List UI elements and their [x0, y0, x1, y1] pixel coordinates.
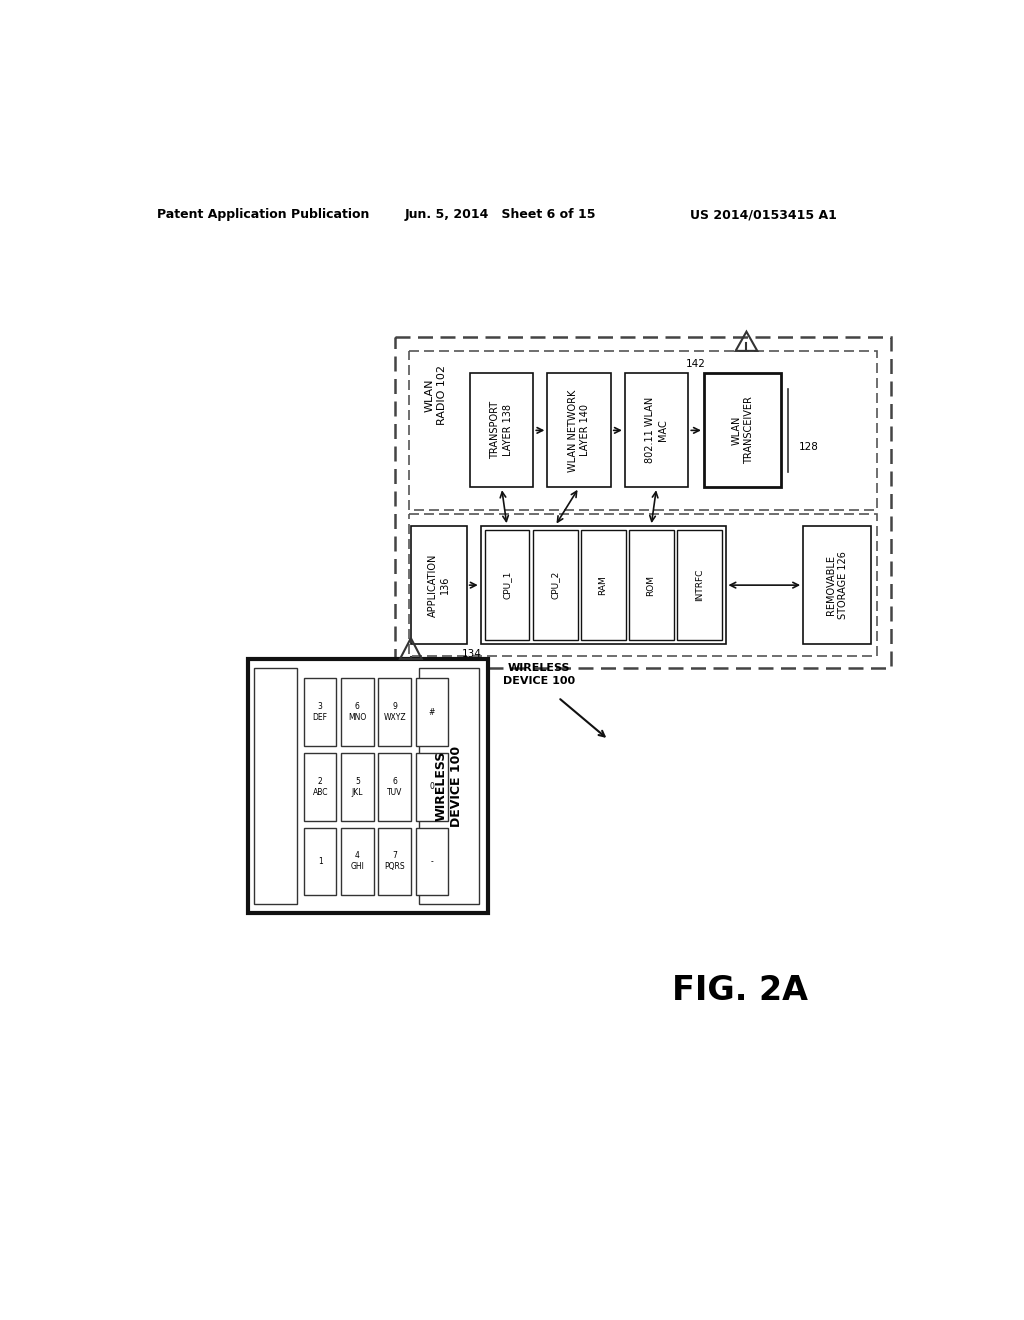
FancyBboxPatch shape	[416, 752, 449, 821]
FancyBboxPatch shape	[703, 374, 781, 487]
FancyBboxPatch shape	[416, 678, 449, 746]
Text: Jun. 5, 2014   Sheet 6 of 15: Jun. 5, 2014 Sheet 6 of 15	[404, 209, 596, 222]
Text: INTRFC: INTRFC	[694, 569, 703, 602]
Text: WLAN
TRANSCEIVER: WLAN TRANSCEIVER	[731, 396, 754, 465]
Text: US 2014/0153415 A1: US 2014/0153415 A1	[690, 209, 837, 222]
Text: WIRELESS
DEVICE 100: WIRELESS DEVICE 100	[503, 663, 574, 685]
FancyBboxPatch shape	[254, 668, 297, 904]
Text: 134: 134	[462, 648, 481, 659]
FancyBboxPatch shape	[470, 374, 534, 487]
FancyBboxPatch shape	[677, 529, 722, 640]
Text: 4
GHI: 4 GHI	[350, 851, 365, 871]
FancyBboxPatch shape	[395, 337, 891, 668]
Text: CPU_1: CPU_1	[503, 572, 511, 599]
FancyBboxPatch shape	[581, 529, 626, 640]
FancyBboxPatch shape	[625, 374, 688, 487]
FancyBboxPatch shape	[341, 678, 374, 746]
FancyBboxPatch shape	[480, 525, 726, 644]
Text: WLAN NETWORK
LAYER 140: WLAN NETWORK LAYER 140	[568, 389, 590, 471]
Text: WIRELESS
DEVICE 100: WIRELESS DEVICE 100	[434, 746, 463, 826]
Text: 2
ABC: 2 ABC	[312, 776, 328, 797]
FancyBboxPatch shape	[341, 752, 374, 821]
Text: 0: 0	[429, 783, 434, 791]
Text: REMOVABLE
STORAGE 126: REMOVABLE STORAGE 126	[826, 552, 848, 619]
Text: 7
PQRS: 7 PQRS	[384, 851, 404, 871]
FancyBboxPatch shape	[410, 351, 878, 510]
FancyBboxPatch shape	[378, 752, 411, 821]
Text: -: -	[430, 857, 433, 866]
Text: 142: 142	[686, 359, 706, 370]
FancyBboxPatch shape	[248, 659, 488, 913]
FancyBboxPatch shape	[410, 515, 878, 656]
FancyBboxPatch shape	[341, 828, 374, 895]
Text: TRANSPORT
LAYER 138: TRANSPORT LAYER 138	[490, 401, 513, 459]
Text: ROM: ROM	[646, 574, 655, 595]
FancyBboxPatch shape	[547, 374, 611, 487]
FancyBboxPatch shape	[803, 525, 871, 644]
Text: 6
TUV: 6 TUV	[387, 776, 402, 797]
Text: APPLICATION
136: APPLICATION 136	[428, 553, 450, 616]
Text: #: #	[429, 708, 435, 717]
Text: 6
MNO: 6 MNO	[348, 702, 367, 722]
FancyBboxPatch shape	[629, 529, 674, 640]
Text: 3
DEF: 3 DEF	[312, 702, 328, 722]
Text: Patent Application Publication: Patent Application Publication	[158, 209, 370, 222]
FancyBboxPatch shape	[416, 828, 449, 895]
Text: FIG. 2A: FIG. 2A	[672, 974, 808, 1006]
FancyBboxPatch shape	[304, 752, 337, 821]
Text: 9
WXYZ: 9 WXYZ	[383, 702, 406, 722]
Text: 802.11 WLAN
MAC: 802.11 WLAN MAC	[645, 397, 668, 463]
Text: WLAN
RADIO 102: WLAN RADIO 102	[425, 364, 446, 425]
Text: 5
JKL: 5 JKL	[351, 776, 364, 797]
FancyBboxPatch shape	[484, 529, 529, 640]
FancyBboxPatch shape	[378, 828, 411, 895]
Text: 128: 128	[799, 442, 818, 453]
FancyBboxPatch shape	[304, 828, 337, 895]
Text: 1: 1	[317, 857, 323, 866]
FancyBboxPatch shape	[304, 678, 337, 746]
FancyBboxPatch shape	[532, 529, 578, 640]
FancyBboxPatch shape	[419, 668, 479, 904]
FancyBboxPatch shape	[378, 678, 411, 746]
FancyBboxPatch shape	[411, 525, 467, 644]
Text: RAM: RAM	[599, 576, 607, 595]
Text: CPU_2: CPU_2	[551, 572, 559, 599]
